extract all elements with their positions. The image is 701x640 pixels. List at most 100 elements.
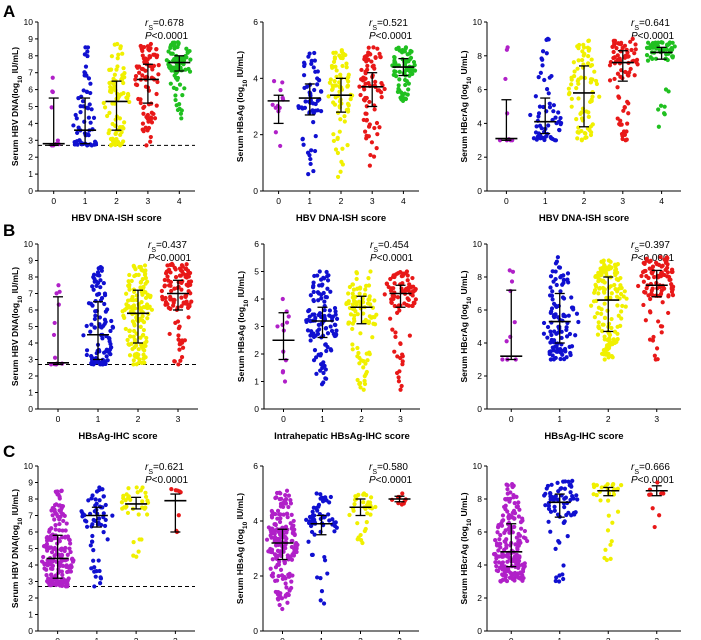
data-point	[618, 122, 623, 127]
data-point	[92, 509, 97, 514]
panel-label-c: C	[3, 442, 15, 461]
data-point	[94, 489, 100, 494]
data-point	[608, 284, 613, 289]
data-point	[508, 496, 513, 502]
data-point	[307, 308, 312, 313]
data-point	[93, 497, 98, 502]
data-point	[653, 40, 658, 45]
data-point	[176, 41, 181, 46]
data-point	[400, 92, 405, 97]
series-3	[645, 480, 668, 530]
data-point	[138, 100, 143, 106]
data-point	[86, 133, 91, 138]
data-point	[342, 114, 347, 119]
data-point	[328, 289, 333, 294]
data-point	[551, 109, 556, 114]
data-point	[167, 331, 172, 337]
data-point	[580, 49, 585, 54]
data-point	[71, 123, 76, 128]
data-point	[122, 120, 127, 125]
data-point	[127, 328, 132, 333]
data-point	[284, 320, 290, 325]
data-point	[552, 504, 557, 509]
data-point	[130, 306, 135, 311]
y-tick-label: 0	[254, 404, 259, 414]
data-point	[86, 498, 91, 503]
data-point	[576, 81, 581, 86]
x-tick-label: 0	[55, 636, 60, 640]
x-tick-label: 0	[56, 414, 61, 424]
data-point	[619, 309, 624, 314]
data-point	[569, 96, 574, 101]
data-point	[586, 38, 591, 44]
y-tick-label: 8	[477, 51, 482, 61]
data-point	[655, 480, 660, 485]
data-point	[327, 518, 332, 523]
data-point	[537, 123, 543, 128]
data-point	[80, 99, 86, 104]
series-0	[42, 75, 65, 148]
data-point	[660, 324, 665, 329]
data-point	[350, 326, 355, 332]
data-point	[141, 288, 146, 293]
data-point	[595, 332, 601, 337]
data-point	[172, 359, 177, 364]
data-point	[656, 107, 661, 112]
data-point	[308, 338, 313, 343]
data-point	[84, 89, 90, 94]
data-point	[632, 73, 637, 78]
data-point	[312, 50, 317, 56]
y-tick-label: 4	[28, 560, 33, 570]
data-point	[170, 262, 175, 268]
data-point	[650, 286, 655, 291]
data-point	[268, 546, 273, 552]
data-point	[86, 76, 92, 81]
series-3	[164, 487, 187, 535]
data-point	[575, 44, 580, 49]
data-point	[656, 319, 661, 324]
data-point	[365, 63, 370, 69]
data-point	[123, 505, 128, 510]
data-point	[595, 311, 600, 316]
y-axis-title: Serum HBsAg (log10 IU/mL)	[236, 271, 250, 382]
data-point	[539, 56, 544, 61]
data-point	[396, 83, 401, 88]
data-point	[350, 342, 355, 347]
x-tick-label: 0	[276, 196, 281, 206]
data-point	[648, 296, 653, 302]
series-2	[344, 269, 379, 392]
data-point	[176, 337, 181, 342]
data-point	[398, 355, 403, 361]
x-tick-label: 3	[620, 196, 625, 206]
data-point	[283, 581, 288, 586]
data-point	[109, 318, 114, 324]
data-point	[589, 62, 595, 68]
data-point	[112, 72, 117, 77]
data-point	[615, 85, 620, 90]
data-point	[565, 534, 570, 539]
data-point	[50, 563, 56, 569]
data-point	[368, 269, 373, 274]
data-point	[290, 530, 296, 535]
data-point	[327, 500, 332, 505]
y-tick-label: 6	[253, 17, 258, 27]
data-point	[363, 69, 368, 74]
y-tick-label: 8	[28, 51, 33, 61]
data-point	[144, 60, 149, 65]
data-point	[93, 142, 99, 147]
data-point	[329, 315, 335, 320]
data-point	[596, 291, 601, 296]
data-point	[347, 284, 352, 290]
data-point	[374, 146, 379, 151]
data-point	[309, 148, 314, 153]
data-point	[494, 564, 499, 569]
data-point	[615, 303, 620, 308]
data-point	[53, 527, 58, 532]
data-point	[633, 42, 638, 47]
data-point	[311, 297, 316, 303]
data-point	[331, 100, 336, 105]
data-point	[335, 136, 340, 142]
data-point	[332, 305, 338, 311]
data-point	[97, 498, 102, 503]
data-point	[603, 547, 608, 552]
